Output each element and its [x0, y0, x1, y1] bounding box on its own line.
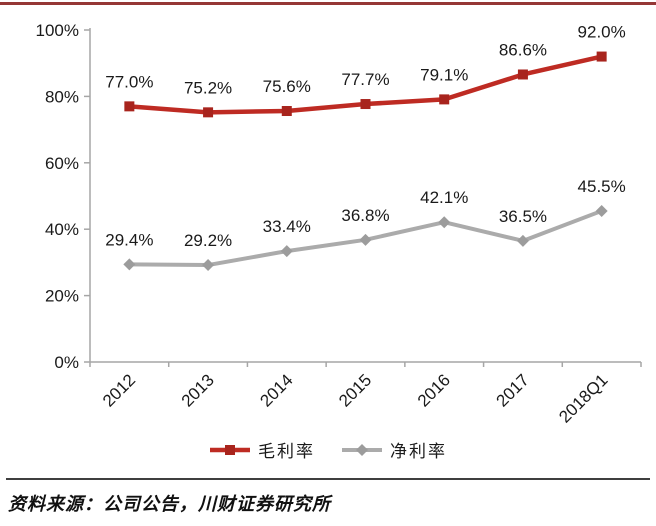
data-point-label: 33.4%	[263, 217, 311, 236]
x-tick-label: 2018Q1	[555, 370, 611, 426]
data-point-marker	[596, 51, 607, 62]
y-tick-label: 0%	[54, 353, 79, 372]
data-point-marker	[202, 259, 215, 272]
data-point-label: 77.0%	[105, 72, 153, 91]
data-point-label: 75.2%	[184, 78, 232, 97]
x-tick-label: 2016	[414, 370, 454, 410]
legend-swatch-gross-margin	[210, 444, 250, 455]
data-point-label: 29.2%	[184, 231, 232, 250]
chart-legend: 毛利率 净利率	[0, 437, 656, 462]
data-point-label: 92.0%	[578, 23, 626, 42]
top-border	[0, 2, 656, 5]
data-point-marker	[360, 99, 371, 110]
data-point-marker	[281, 106, 292, 117]
data-point-label: 36.8%	[341, 206, 389, 225]
data-point-marker	[595, 204, 608, 217]
data-point-marker	[439, 94, 450, 105]
data-point-label: 79.1%	[420, 65, 468, 84]
x-tick-label: 2013	[178, 370, 218, 410]
legend-label-gross-margin: 毛利率	[258, 442, 315, 461]
data-point-marker	[203, 107, 214, 118]
source-text: 资料来源：公司公告，川财证券研究所	[8, 494, 331, 514]
footer-divider	[6, 478, 650, 480]
data-point-label: 77.7%	[341, 70, 389, 89]
data-point-marker	[517, 69, 528, 80]
chart-svg: 0% 20% 40% 60% 80% 100% 2012 2013 2014 2015 2016 20…	[36, 21, 642, 427]
legend-item-gross-margin: 毛利率	[209, 437, 315, 462]
x-tick-label: 2015	[335, 370, 375, 410]
legend-item-net-margin: 净利率	[341, 437, 447, 462]
y-tick-label: 100%	[36, 21, 79, 40]
data-point-marker	[516, 234, 529, 247]
legend-swatch-net-margin	[342, 443, 382, 456]
y-tick-label: 20%	[45, 287, 79, 306]
data-point-label: 36.5%	[499, 207, 547, 226]
x-tick-label: 2014	[256, 370, 296, 410]
data-point-label: 45.5%	[578, 177, 626, 196]
y-tick-label: 80%	[45, 87, 79, 106]
data-point-label: 86.6%	[499, 40, 547, 59]
x-tick-label: 2017	[493, 370, 533, 410]
legend-label-net-margin: 净利率	[390, 442, 447, 461]
data-point-marker	[438, 216, 451, 229]
data-point-marker	[123, 258, 136, 271]
x-tick-label: 2012	[99, 370, 139, 410]
data-point-marker	[124, 101, 135, 112]
data-point-label: 29.4%	[105, 230, 153, 249]
y-tick-label: 40%	[45, 220, 79, 239]
y-tick-label: 60%	[45, 154, 79, 173]
data-point-label: 42.1%	[420, 188, 468, 207]
data-point-marker	[280, 245, 293, 258]
data-point-marker	[359, 233, 372, 246]
data-point-label: 75.6%	[263, 77, 311, 96]
